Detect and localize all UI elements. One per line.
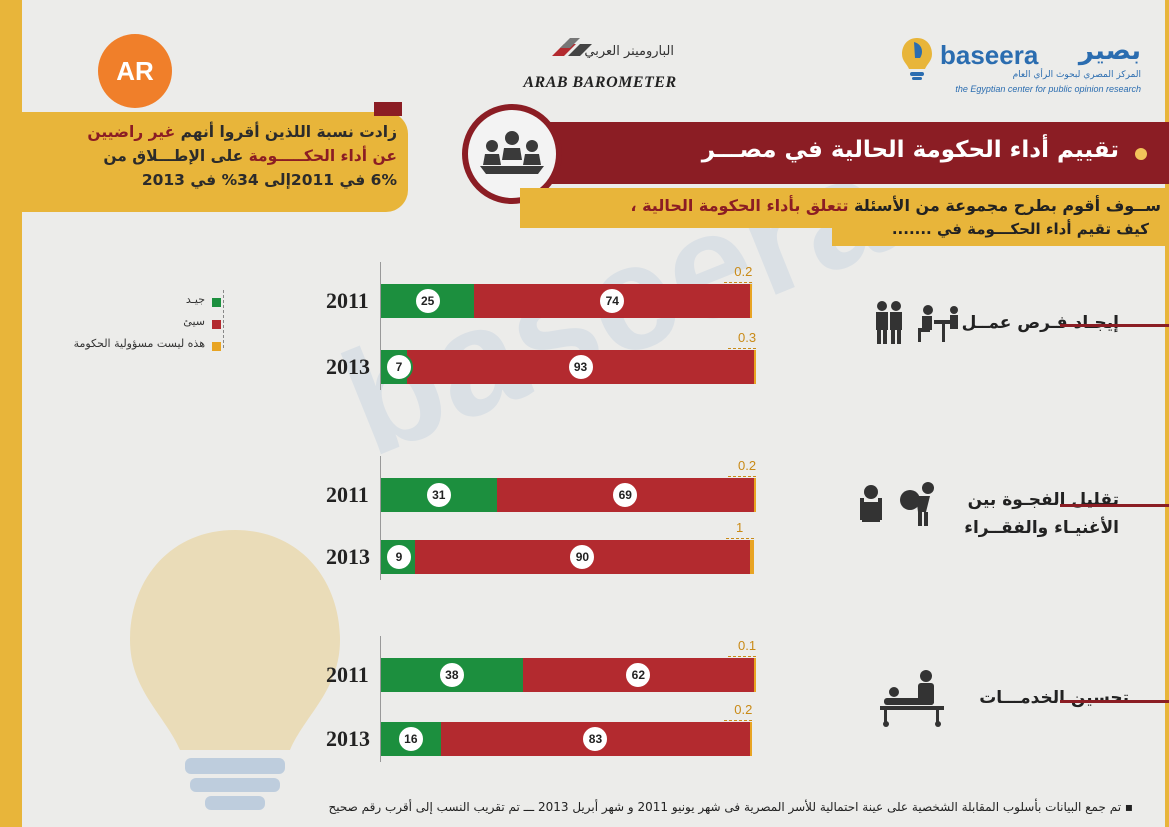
bar-segment-na [754, 350, 756, 384]
year-label: 2011 [326, 288, 369, 313]
bar-segment-na [750, 722, 753, 756]
bar-segment-na [754, 478, 756, 512]
meeting-icon-circle [462, 104, 562, 204]
axis-line [380, 456, 381, 580]
value-label-na: 0.3 [738, 330, 757, 345]
category-line-services [1060, 700, 1169, 703]
year-label: 2013 [326, 544, 370, 569]
watermark-bulb-icon [130, 530, 340, 810]
legend-swatch-bad [212, 320, 221, 329]
na-leader-line [724, 720, 753, 721]
axis-line [380, 636, 381, 762]
question-banner [520, 188, 1169, 228]
callout-text: زادت نسبة اللذين أقروا أنهم غير راضيين ع… [87, 123, 397, 189]
year-label: 2011 [326, 482, 369, 507]
value-label-bad: 74 [598, 287, 627, 315]
year-label: 2013 [326, 354, 370, 379]
baseera-logo: baseera بصير المركز المصري لبحوث الرأي ا… [900, 30, 1145, 100]
value-label-good: 31 [424, 481, 453, 509]
legend-item-bad: سيئ [46, 314, 221, 336]
medical-services-icon [880, 670, 944, 727]
callout-box [22, 112, 408, 212]
category-label-gap-1: تقليل الفجـوة بين [967, 490, 1119, 510]
left-stripe [0, 0, 22, 827]
category-line-jobs [1060, 324, 1169, 327]
axis-line [380, 262, 381, 390]
value-label-bad: 83 [581, 725, 610, 753]
year-label: 2013 [326, 726, 370, 751]
value-label-bad: 93 [566, 353, 595, 381]
category-label-gap-2: الأغنيـاء والفقــراء [964, 518, 1119, 538]
callout-tab [374, 102, 402, 116]
value-label-bad: 62 [624, 661, 653, 689]
value-label-good: 16 [396, 725, 425, 753]
legend-item-good: جيـد [46, 292, 221, 314]
value-label-bad: 69 [611, 481, 640, 509]
category-line-gap [1060, 504, 1169, 507]
job-interview-icon [876, 301, 958, 344]
value-label-na: 0.2 [738, 458, 757, 473]
title-bullet [1135, 148, 1147, 160]
arab-barometer-mark-icon [552, 38, 592, 56]
value-label-na: 1 [736, 520, 744, 535]
right-stripe [1165, 0, 1169, 827]
value-label-bad: 90 [568, 543, 597, 571]
footnote: ▪ تم جمع البيانات بأسلوب المقابلة الشخصي… [328, 800, 1133, 814]
rich-poor-gap-icon [860, 482, 934, 526]
legend-item-na: هذه ليست مسؤولية الحكومة [46, 336, 221, 358]
value-label-good: 25 [413, 287, 442, 315]
year-label: 2011 [326, 662, 369, 687]
value-label-good: 38 [437, 661, 466, 689]
page-title: تقييم أداء الحكومة الحالية في مصـــر [701, 137, 1119, 163]
legend-swatch-good [212, 298, 221, 307]
question-banner-2 [832, 224, 1169, 246]
category-label-services: تحسين الخدمـــات [979, 688, 1129, 708]
question-line-2: كيف تقيم أداء الحكـــومة في ....... [891, 220, 1149, 238]
value-label-na: 0.2 [734, 702, 753, 717]
value-label-na: 0.1 [738, 638, 757, 653]
value-label-na: 0.2 [734, 264, 753, 279]
title-banner [510, 122, 1169, 184]
na-leader-line [726, 538, 754, 539]
bar-segment-na [754, 658, 756, 692]
meeting-icon [480, 131, 544, 174]
na-leader-line [728, 476, 756, 477]
legend-swatch-na [212, 342, 221, 351]
legend: جيـد سيئ هذه ليست مسؤولية الحكومة [46, 292, 221, 358]
na-leader-line [728, 348, 756, 349]
bar-segment-na [750, 540, 754, 574]
na-leader-line [724, 282, 753, 283]
question-line-1: ســوف أقوم بطرح مجموعة من الأسئلة تتعلق … [630, 196, 1161, 215]
arab-barometer-logo: البارومينر العربي ARAB BAROMETER [520, 34, 680, 94]
legend-divider [223, 290, 224, 348]
na-leader-line [728, 656, 756, 657]
bar-segment-na [750, 284, 753, 318]
ar-logo: AR [98, 34, 172, 108]
baseera-bulb-icon [902, 38, 932, 80]
value-label-good: 7 [385, 353, 413, 381]
category-label-jobs: إيجـاد فـرص عمــل [961, 313, 1119, 333]
value-label-good: 9 [385, 543, 413, 571]
